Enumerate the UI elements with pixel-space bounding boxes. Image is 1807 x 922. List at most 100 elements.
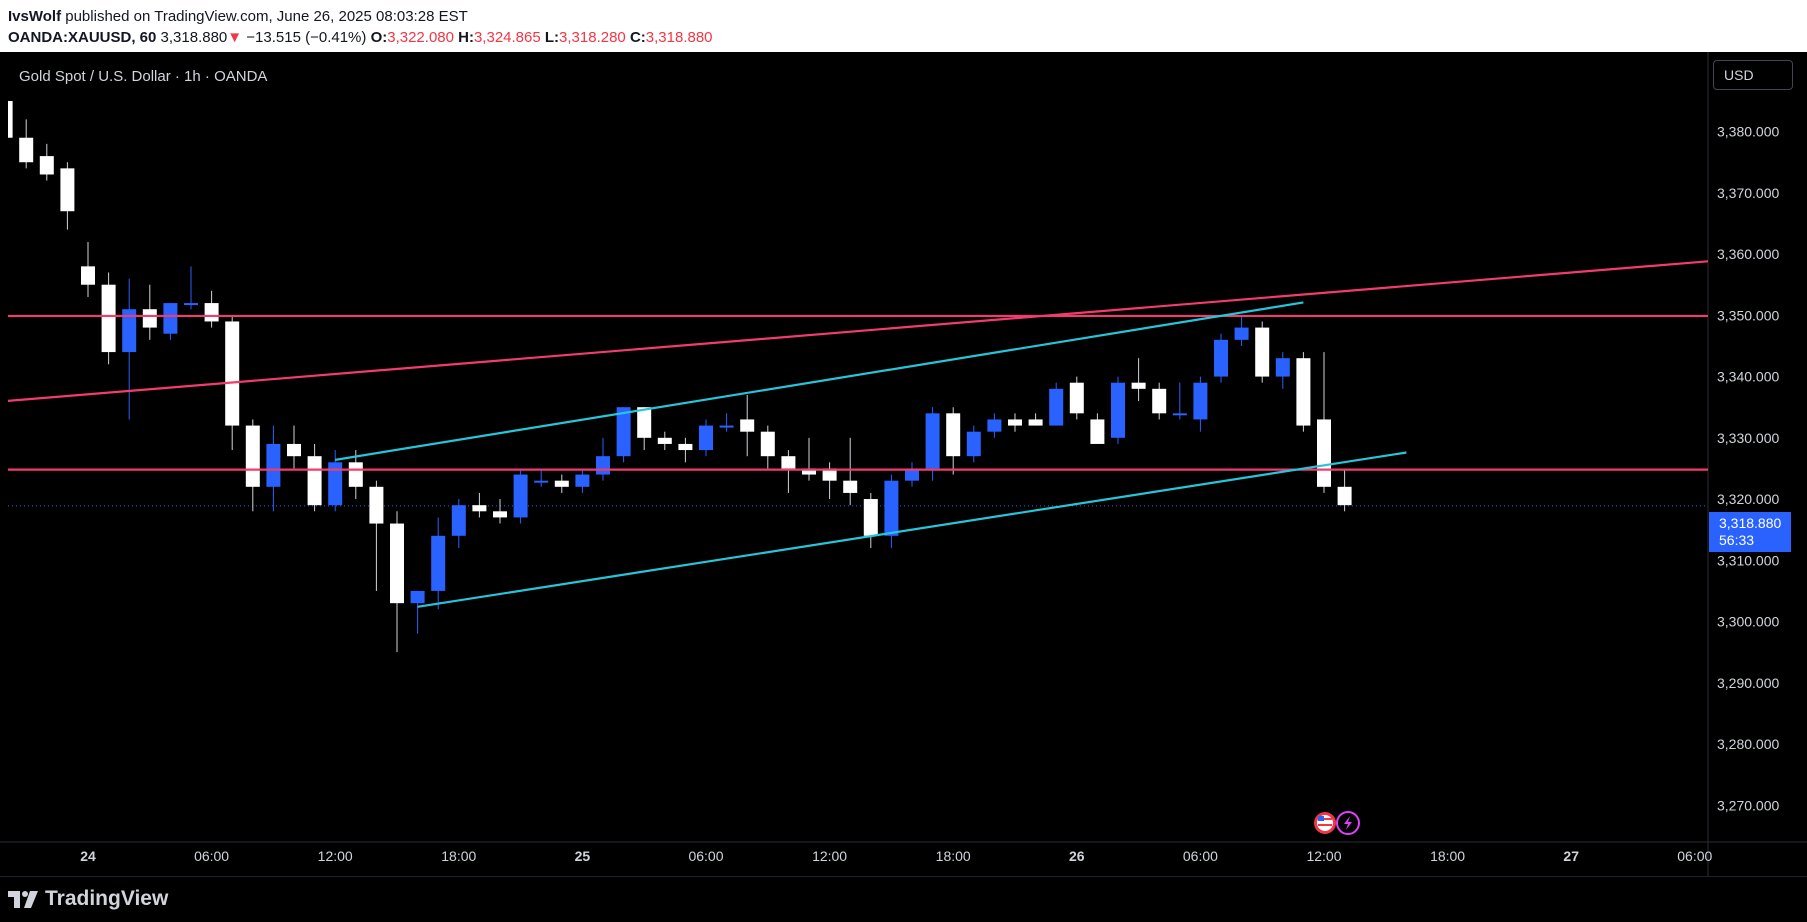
us-flag-stripe <box>1318 824 1332 826</box>
last-price-label-value: 3,318.880 <box>1719 515 1782 531</box>
candle-up <box>719 425 734 428</box>
candle-down <box>101 284 116 353</box>
x-tick-label: 26 <box>1069 848 1085 864</box>
candle-up <box>616 407 631 457</box>
candle-down <box>287 443 301 457</box>
candle-down <box>60 168 75 212</box>
candle-down <box>1028 419 1043 426</box>
candle-up <box>122 309 137 353</box>
x-tick-label: 18:00 <box>1430 848 1465 864</box>
published-text: published on TradingView.com, June 26, 2… <box>65 8 468 25</box>
last-price-value: 3,318.880 <box>160 29 228 46</box>
candle-down <box>472 505 487 512</box>
open-value: 3,322.080 <box>387 29 454 46</box>
y-tick-label: 3,350.000 <box>1717 307 1779 323</box>
price-chart[interactable]: 3,270.000 3,280.000 3,290.000 3,300.000 3,31… <box>0 52 1807 876</box>
candle-up <box>328 462 343 506</box>
tradingview-logo-icon <box>8 890 38 908</box>
candle-down <box>245 425 260 487</box>
x-tick-label: 27 <box>1563 848 1579 864</box>
x-tick-label: 25 <box>575 848 591 864</box>
candle-up <box>451 505 466 536</box>
x-tick-label: 24 <box>80 848 96 864</box>
candle-up <box>431 535 446 591</box>
candle-down <box>1255 327 1270 377</box>
y-tick-label: 3,280.000 <box>1717 736 1779 752</box>
close-label: C: <box>629 29 646 46</box>
chart-frame[interactable]: 3,270.000 3,280.000 3,290.000 3,300.000 3,31… <box>0 52 1807 876</box>
y-tick-label: 3,300.000 <box>1717 614 1779 630</box>
candle-up <box>410 590 425 604</box>
bar-countdown: 56:33 <box>1719 532 1755 548</box>
chart-title: Gold Spot / U.S. Dollar · 1h · OANDA <box>19 68 268 85</box>
candle-down <box>843 480 858 493</box>
candle-up <box>884 480 899 536</box>
candle-down <box>225 321 240 426</box>
rising-trendline-line <box>8 260 1708 402</box>
high-label: H: <box>458 29 474 46</box>
candle-up <box>1214 339 1228 377</box>
lightning-bolt <box>1344 816 1352 830</box>
x-tick-label: 18:00 <box>936 848 971 864</box>
open-label: O: <box>370 29 388 46</box>
candle-down <box>1008 419 1022 426</box>
author-name[interactable]: IvsWolf <box>8 8 62 25</box>
y-tick-label: 3,320.000 <box>1717 491 1779 507</box>
candle-up <box>699 425 713 451</box>
x-tick-label: 12:00 <box>318 848 353 864</box>
tradingview-wordmark: TradingView <box>45 887 169 910</box>
quote-line: OANDA:XAUUSD, 60 3,318.880▼ −13.515 (−0.… <box>8 29 713 46</box>
change-value: −13.515 (−0.41%) <box>246 29 367 46</box>
candle-down <box>678 443 693 451</box>
candle-up <box>266 443 281 487</box>
close-value: 3,318.880 <box>645 29 713 46</box>
candle-down <box>1069 382 1084 414</box>
candle-up <box>1193 382 1208 420</box>
candle-up <box>1234 327 1249 340</box>
candle-up <box>966 431 981 457</box>
candle-up <box>534 480 549 483</box>
candle-down <box>863 499 878 536</box>
candle-down <box>657 437 672 444</box>
candle-up <box>1172 413 1187 416</box>
candle-down <box>390 523 404 604</box>
chart-header: IvsWolf published on TradingView.com, Ju… <box>0 0 1807 52</box>
candle-up <box>575 474 590 487</box>
publication-line: IvsWolf published on TradingView.com, Ju… <box>8 8 468 25</box>
x-tick-label: 06:00 <box>1183 848 1218 864</box>
candle-down <box>369 486 384 524</box>
channel-lower-line <box>417 451 1407 608</box>
x-tick-label: 06:00 <box>194 848 229 864</box>
candle-down <box>348 462 363 487</box>
y-tick-label: 3,380.000 <box>1717 124 1779 140</box>
candle-down <box>781 456 796 469</box>
us-flag-stripe <box>1318 818 1332 820</box>
y-tick-label: 3,330.000 <box>1717 430 1779 446</box>
candle-down <box>637 407 652 438</box>
candle-up <box>1111 382 1125 438</box>
candle-up <box>596 456 610 475</box>
candle-up <box>987 419 1002 432</box>
candle-down <box>1131 382 1146 389</box>
high-value: 3,324.865 <box>473 29 541 46</box>
low-label: L: <box>544 29 560 46</box>
x-tick-label: 12:00 <box>1306 848 1341 864</box>
change-arrow-icon: ▼ <box>227 29 243 46</box>
x-tick-label: 06:00 <box>1677 848 1712 864</box>
currency-button[interactable]: USD <box>1713 60 1793 90</box>
candle-down <box>19 137 34 163</box>
last-price-label: 3,318.880 56:33 <box>1709 512 1791 552</box>
y-tick-label: 3,290.000 <box>1717 675 1779 691</box>
tradingview-brand[interactable]: TradingView <box>8 887 168 911</box>
candle-down <box>1090 419 1105 444</box>
us-flag-canton <box>1318 816 1324 821</box>
candle-down <box>1337 486 1352 506</box>
candle-up <box>905 468 919 481</box>
candle-up <box>513 474 528 518</box>
y-tick-label: 3,310.000 <box>1717 552 1779 568</box>
candle-down <box>81 266 95 285</box>
plot-layer <box>8 100 1708 653</box>
candle-down <box>554 480 569 487</box>
x-tick-label: 18:00 <box>441 848 476 864</box>
candle-up <box>1049 388 1064 426</box>
